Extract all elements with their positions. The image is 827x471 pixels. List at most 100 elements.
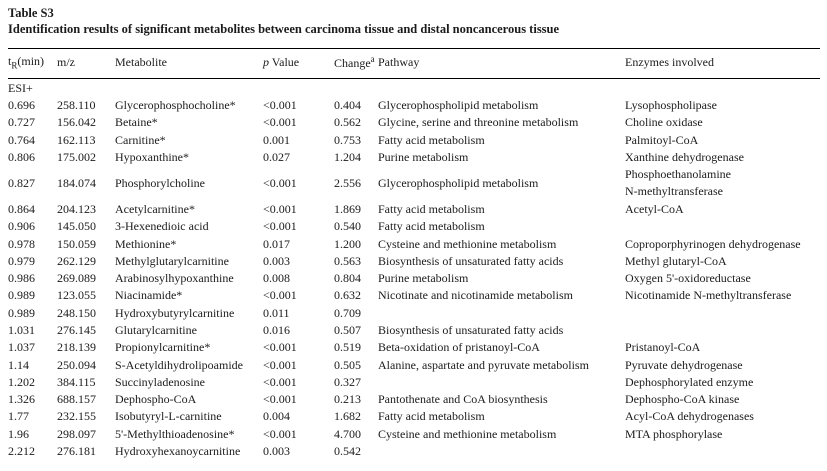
- cell-p: 0.004: [263, 409, 290, 424]
- cell-rt: 0.764: [8, 132, 35, 147]
- enzyme-line: Phosphoethanolamine: [625, 167, 731, 182]
- enzyme-line: Dephospho-CoA kinase: [625, 392, 740, 407]
- cell-rt: 1.031: [8, 323, 35, 337]
- cell-pathway: [378, 305, 625, 322]
- metabolites-table: tR(min) m/z Metabolite p Value Changea P…: [8, 48, 820, 460]
- cell-metabolite: 5'-Methylthioadenosine*: [115, 426, 235, 441]
- cell-mz: 276.145: [57, 323, 96, 337]
- cell-mz: 156.042: [57, 115, 96, 130]
- enzyme-line: Lysophospholipase: [625, 98, 717, 113]
- cell-mz: 150.059: [57, 236, 96, 251]
- enzyme-line: Palmitoyl-CoA: [625, 132, 699, 147]
- cell-enzymes: Nicotinamide N-methyltransferase: [625, 287, 820, 304]
- cell-p: <0.001: [263, 288, 297, 303]
- cell-mz: 232.155: [57, 409, 96, 424]
- cell-enzymes: Acyl-CoA dehydrogenases: [625, 408, 820, 425]
- col-header-enzymes: Enzymes involved: [625, 48, 820, 79]
- table-row: 1.77 232.155 Isobutyryl-L-carnitine 0.004 1.…: [8, 408, 820, 425]
- cell-pathway: Fatty acid metabolism: [378, 219, 485, 234]
- cell-change: 0.507: [334, 323, 361, 337]
- cell-rt: 0.696: [8, 98, 35, 113]
- cell-rt: 1.202: [8, 374, 35, 389]
- table-row: 1.96 298.097 5'-Methylthioadenosine* <0.001…: [8, 426, 820, 443]
- enzyme-line: Methyl glutaryl-CoA: [625, 253, 727, 268]
- cell-rt: 1.77: [8, 409, 29, 424]
- cell-change: 4.700: [334, 426, 361, 441]
- cell-change: 0.540: [334, 219, 361, 234]
- cell-p: 0.011: [263, 305, 290, 320]
- cell-change: 0.753: [334, 132, 361, 147]
- cell-pathway: [378, 443, 625, 460]
- enzyme-line: Nicotinamide N-methyltransferase: [625, 288, 792, 303]
- table-row: 0.978 150.059 Methionine* 0.017 1.200 Cystein…: [8, 235, 820, 252]
- cell-change: 0.327: [334, 374, 361, 389]
- cell-metabolite: Methionine*: [115, 236, 177, 251]
- cell-change: 0.505: [334, 357, 361, 372]
- table-id-label: Table S3: [8, 6, 54, 20]
- cell-mz: 688.157: [57, 392, 96, 407]
- cell-mz: 298.097: [57, 426, 96, 441]
- col-header-pathway: Pathway: [378, 48, 625, 79]
- cell-change: 0.404: [334, 98, 361, 113]
- cell-rt: 2.212: [8, 444, 35, 459]
- cell-metabolite: Carnitine*: [115, 132, 166, 147]
- cell-enzymes: Xanthine dehydrogenase: [625, 149, 820, 166]
- col-header-rt: tR(min): [8, 48, 57, 79]
- cell-enzymes: [625, 443, 820, 460]
- col-header-metabolite: Metabolite: [115, 48, 263, 79]
- cell-enzymes: Methyl glutaryl-CoA: [625, 253, 820, 270]
- table-row: 2.212 276.181 Hydroxyhexanoycarnitine 0.003…: [8, 443, 820, 460]
- cell-pathway: Glycine, serine and threonine metabolism: [378, 115, 579, 130]
- cell-enzymes: Palmitoyl-CoA: [625, 132, 820, 149]
- cell-pathway: Biosynthesis of unsaturated fatty acids: [378, 323, 564, 337]
- cell-metabolite: Hypoxanthine*: [115, 150, 189, 165]
- enzyme-line: Oxygen 5'-oxidoreductase: [625, 271, 751, 286]
- cell-pathway: Alanine, aspartate and pyruvate metaboli…: [378, 357, 589, 372]
- cell-change: 0.563: [334, 253, 361, 268]
- cell-change: 0.562: [334, 115, 361, 130]
- document-page: Table S3 Identification results of signi…: [8, 6, 820, 460]
- cell-mz: 250.094: [57, 357, 96, 372]
- cell-mz: 384.115: [57, 374, 96, 389]
- cell-p: <0.001: [263, 340, 297, 355]
- cell-p: <0.001: [263, 115, 297, 130]
- cell-pathway: Fatty acid metabolism: [378, 409, 485, 424]
- cell-change: 0.709: [334, 305, 361, 320]
- cell-metabolite: Acetylcarnitine*: [115, 201, 195, 216]
- table-row: 0.906 145.050 3-Hexenedioic acid <0.001 0.54…: [8, 218, 820, 235]
- cell-pathway: Glycerophospholipid metabolism: [378, 98, 539, 113]
- cell-enzymes: Pristanoyl-CoA: [625, 339, 820, 356]
- cell-metabolite: Propionylcarnitine*: [115, 340, 211, 355]
- cell-change: 0.519: [334, 340, 361, 355]
- cell-mz: 162.113: [57, 132, 96, 147]
- table-header: tR(min) m/z Metabolite p Value Changea P…: [8, 48, 820, 79]
- table-row: 1.14 250.094 S-Acetyldihydrolipoamide <0.00…: [8, 356, 820, 373]
- cell-pathway: Glycerophospholipid metabolism: [378, 175, 539, 190]
- table-row: 1.031 276.145 Glutarylcarnitine 0.016 0.507 B…: [8, 322, 820, 339]
- enzyme-line: N-methyltransferase: [625, 184, 723, 199]
- cell-metabolite: Dephospho-CoA: [115, 392, 197, 407]
- cell-change: 0.213: [334, 392, 361, 407]
- cell-metabolite: Hydroxyhexanoycarnitine: [115, 444, 241, 459]
- cell-enzymes: Pyruvate dehydrogenase: [625, 356, 820, 373]
- cell-mz: 248.150: [57, 305, 96, 320]
- section-label: ESI+: [8, 80, 33, 95]
- cell-rt: 0.906: [8, 219, 35, 234]
- cell-metabolite: Arabinosylhypoxanthine: [115, 271, 234, 286]
- cell-metabolite: Succinyladenosine: [115, 374, 205, 389]
- cell-p: <0.001: [263, 374, 297, 389]
- table-row: 0.806 175.002 Hypoxanthine* 0.027 1.204 Purin…: [8, 149, 820, 166]
- cell-enzymes: Dephosphorylated enzyme: [625, 374, 820, 391]
- cell-metabolite: Methylglutarylcarnitine: [115, 253, 229, 268]
- table-row: 0.827 184.074 Phosphorylcholine <0.001 2.556…: [8, 166, 820, 201]
- cell-rt: 0.827: [8, 175, 35, 190]
- cell-mz: 145.050: [57, 219, 96, 234]
- enzyme-line: Pyruvate dehydrogenase: [625, 357, 743, 372]
- enzyme-line: Acetyl-CoA: [625, 201, 684, 216]
- table-row: 0.989 248.150 Hydroxybutyrylcarnitine 0.011…: [8, 305, 820, 322]
- enzyme-line: MTA phosphorylase: [625, 426, 723, 441]
- col-header-p-value: p Value: [263, 48, 334, 79]
- cell-rt: 0.989: [8, 288, 35, 303]
- cell-mz: 269.089: [57, 271, 96, 286]
- cell-p: <0.001: [263, 426, 297, 441]
